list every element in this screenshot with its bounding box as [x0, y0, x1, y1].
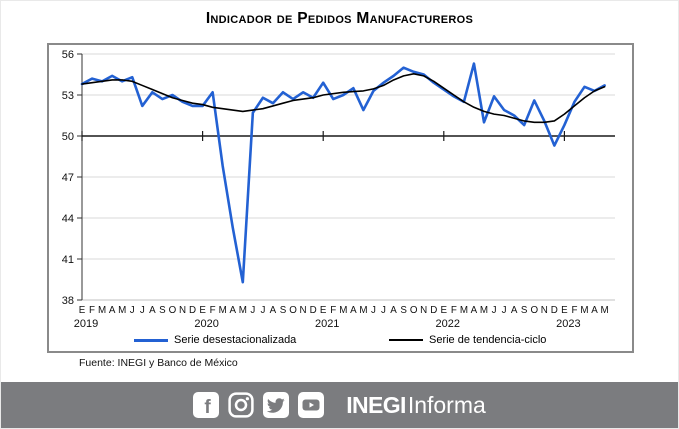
- month-label: F: [330, 305, 336, 316]
- twitter-icon[interactable]: [263, 392, 290, 418]
- svg-text:f: f: [205, 397, 212, 418]
- year-label: 2019: [74, 318, 98, 330]
- brand-logo: INEGI Informa: [346, 391, 486, 418]
- month-label: M: [219, 305, 227, 316]
- instagram-icon[interactable]: [228, 392, 254, 418]
- page-title: Indicador de Pedidos Manufactureros: [205, 10, 474, 27]
- year-label: 2023: [556, 318, 580, 330]
- month-label: E: [441, 305, 448, 316]
- month-label: J: [140, 305, 145, 316]
- legend-label-tendencia-ciclo: Serie de tendencia-ciclo: [429, 334, 547, 346]
- source-note: Fuente: INEGI y Banco de México: [79, 357, 238, 369]
- month-label: S: [400, 305, 407, 316]
- year-label: 2022: [436, 318, 460, 330]
- month-label: M: [98, 305, 106, 316]
- series-line-desestacionalizada: [80, 62, 606, 284]
- legend-item-desestacionalizada: Serie desestacionalizada: [134, 334, 296, 346]
- legend-item-tendencia-ciclo: Serie de tendencia-ciclo: [389, 334, 546, 346]
- facebook-icon[interactable]: f: [193, 392, 220, 418]
- month-label: D: [310, 305, 317, 316]
- month-label: A: [109, 305, 116, 316]
- brand-inegi: INEGI: [346, 391, 406, 418]
- month-label: N: [179, 305, 186, 316]
- month-label: M: [580, 305, 588, 316]
- y-tick-label: 53: [62, 90, 74, 102]
- month-label: S: [280, 305, 287, 316]
- month-label: E: [79, 305, 86, 316]
- month-label: F: [89, 305, 95, 316]
- year-label: 2020: [194, 318, 218, 330]
- y-tick-label: 47: [62, 172, 74, 184]
- month-label: J: [130, 305, 135, 316]
- month-label: M: [359, 305, 367, 316]
- month-label: J: [381, 305, 386, 316]
- youtube-icon[interactable]: [298, 392, 325, 418]
- month-label: S: [159, 305, 166, 316]
- month-label: J: [250, 305, 255, 316]
- month-label: M: [480, 305, 488, 316]
- month-label: D: [430, 305, 437, 316]
- year-label: 2021: [315, 318, 339, 330]
- month-label: E: [199, 305, 206, 316]
- month-label: O: [410, 305, 418, 316]
- month-label: M: [118, 305, 126, 316]
- banner: f INEGI Informa: [1, 382, 678, 428]
- month-label: A: [591, 305, 598, 316]
- brand-informa: Informa: [407, 391, 486, 418]
- month-label: J: [492, 305, 497, 316]
- month-label: N: [420, 305, 427, 316]
- month-label: D: [189, 305, 196, 316]
- month-label: F: [451, 305, 457, 316]
- series-line-tendencia-ciclo: [81, 73, 606, 124]
- month-label: A: [511, 305, 518, 316]
- legend-line-sample-blue: [134, 338, 168, 342]
- month-label: E: [561, 305, 568, 316]
- month-label: A: [390, 305, 397, 316]
- chart-frame: 38 41 44 47 50 53 56 2019 2020 2021 2022 2023 E F M A M J…: [47, 43, 634, 353]
- month-label: D: [551, 305, 558, 316]
- month-label: E: [320, 305, 327, 316]
- month-label: J: [371, 305, 376, 316]
- y-tick-label: 50: [62, 131, 74, 143]
- month-label: M: [601, 305, 609, 316]
- y-tick-label: 44: [62, 213, 74, 225]
- y-tick-label: 41: [62, 254, 74, 266]
- month-label: S: [521, 305, 528, 316]
- legend-line-sample-black: [389, 339, 423, 341]
- y-tick-label: 38: [62, 295, 74, 307]
- month-label: F: [210, 305, 216, 316]
- y-tick-label: 56: [62, 49, 74, 61]
- month-label: A: [270, 305, 277, 316]
- month-label: A: [350, 305, 357, 316]
- month-label: N: [541, 305, 548, 316]
- month-label: J: [502, 305, 507, 316]
- month-label: A: [149, 305, 156, 316]
- month-label: N: [300, 305, 307, 316]
- month-label: O: [530, 305, 538, 316]
- month-label: M: [239, 305, 247, 316]
- month-label: J: [260, 305, 265, 316]
- month-label: O: [169, 305, 177, 316]
- month-label: A: [229, 305, 236, 316]
- month-label: O: [289, 305, 297, 316]
- month-label: F: [571, 305, 577, 316]
- month-label: M: [339, 305, 347, 316]
- legend-label-desestacionalizada: Serie desestacionalizada: [174, 334, 297, 346]
- social-icons: f: [193, 392, 325, 418]
- month-label: A: [471, 305, 478, 316]
- month-label: M: [460, 305, 468, 316]
